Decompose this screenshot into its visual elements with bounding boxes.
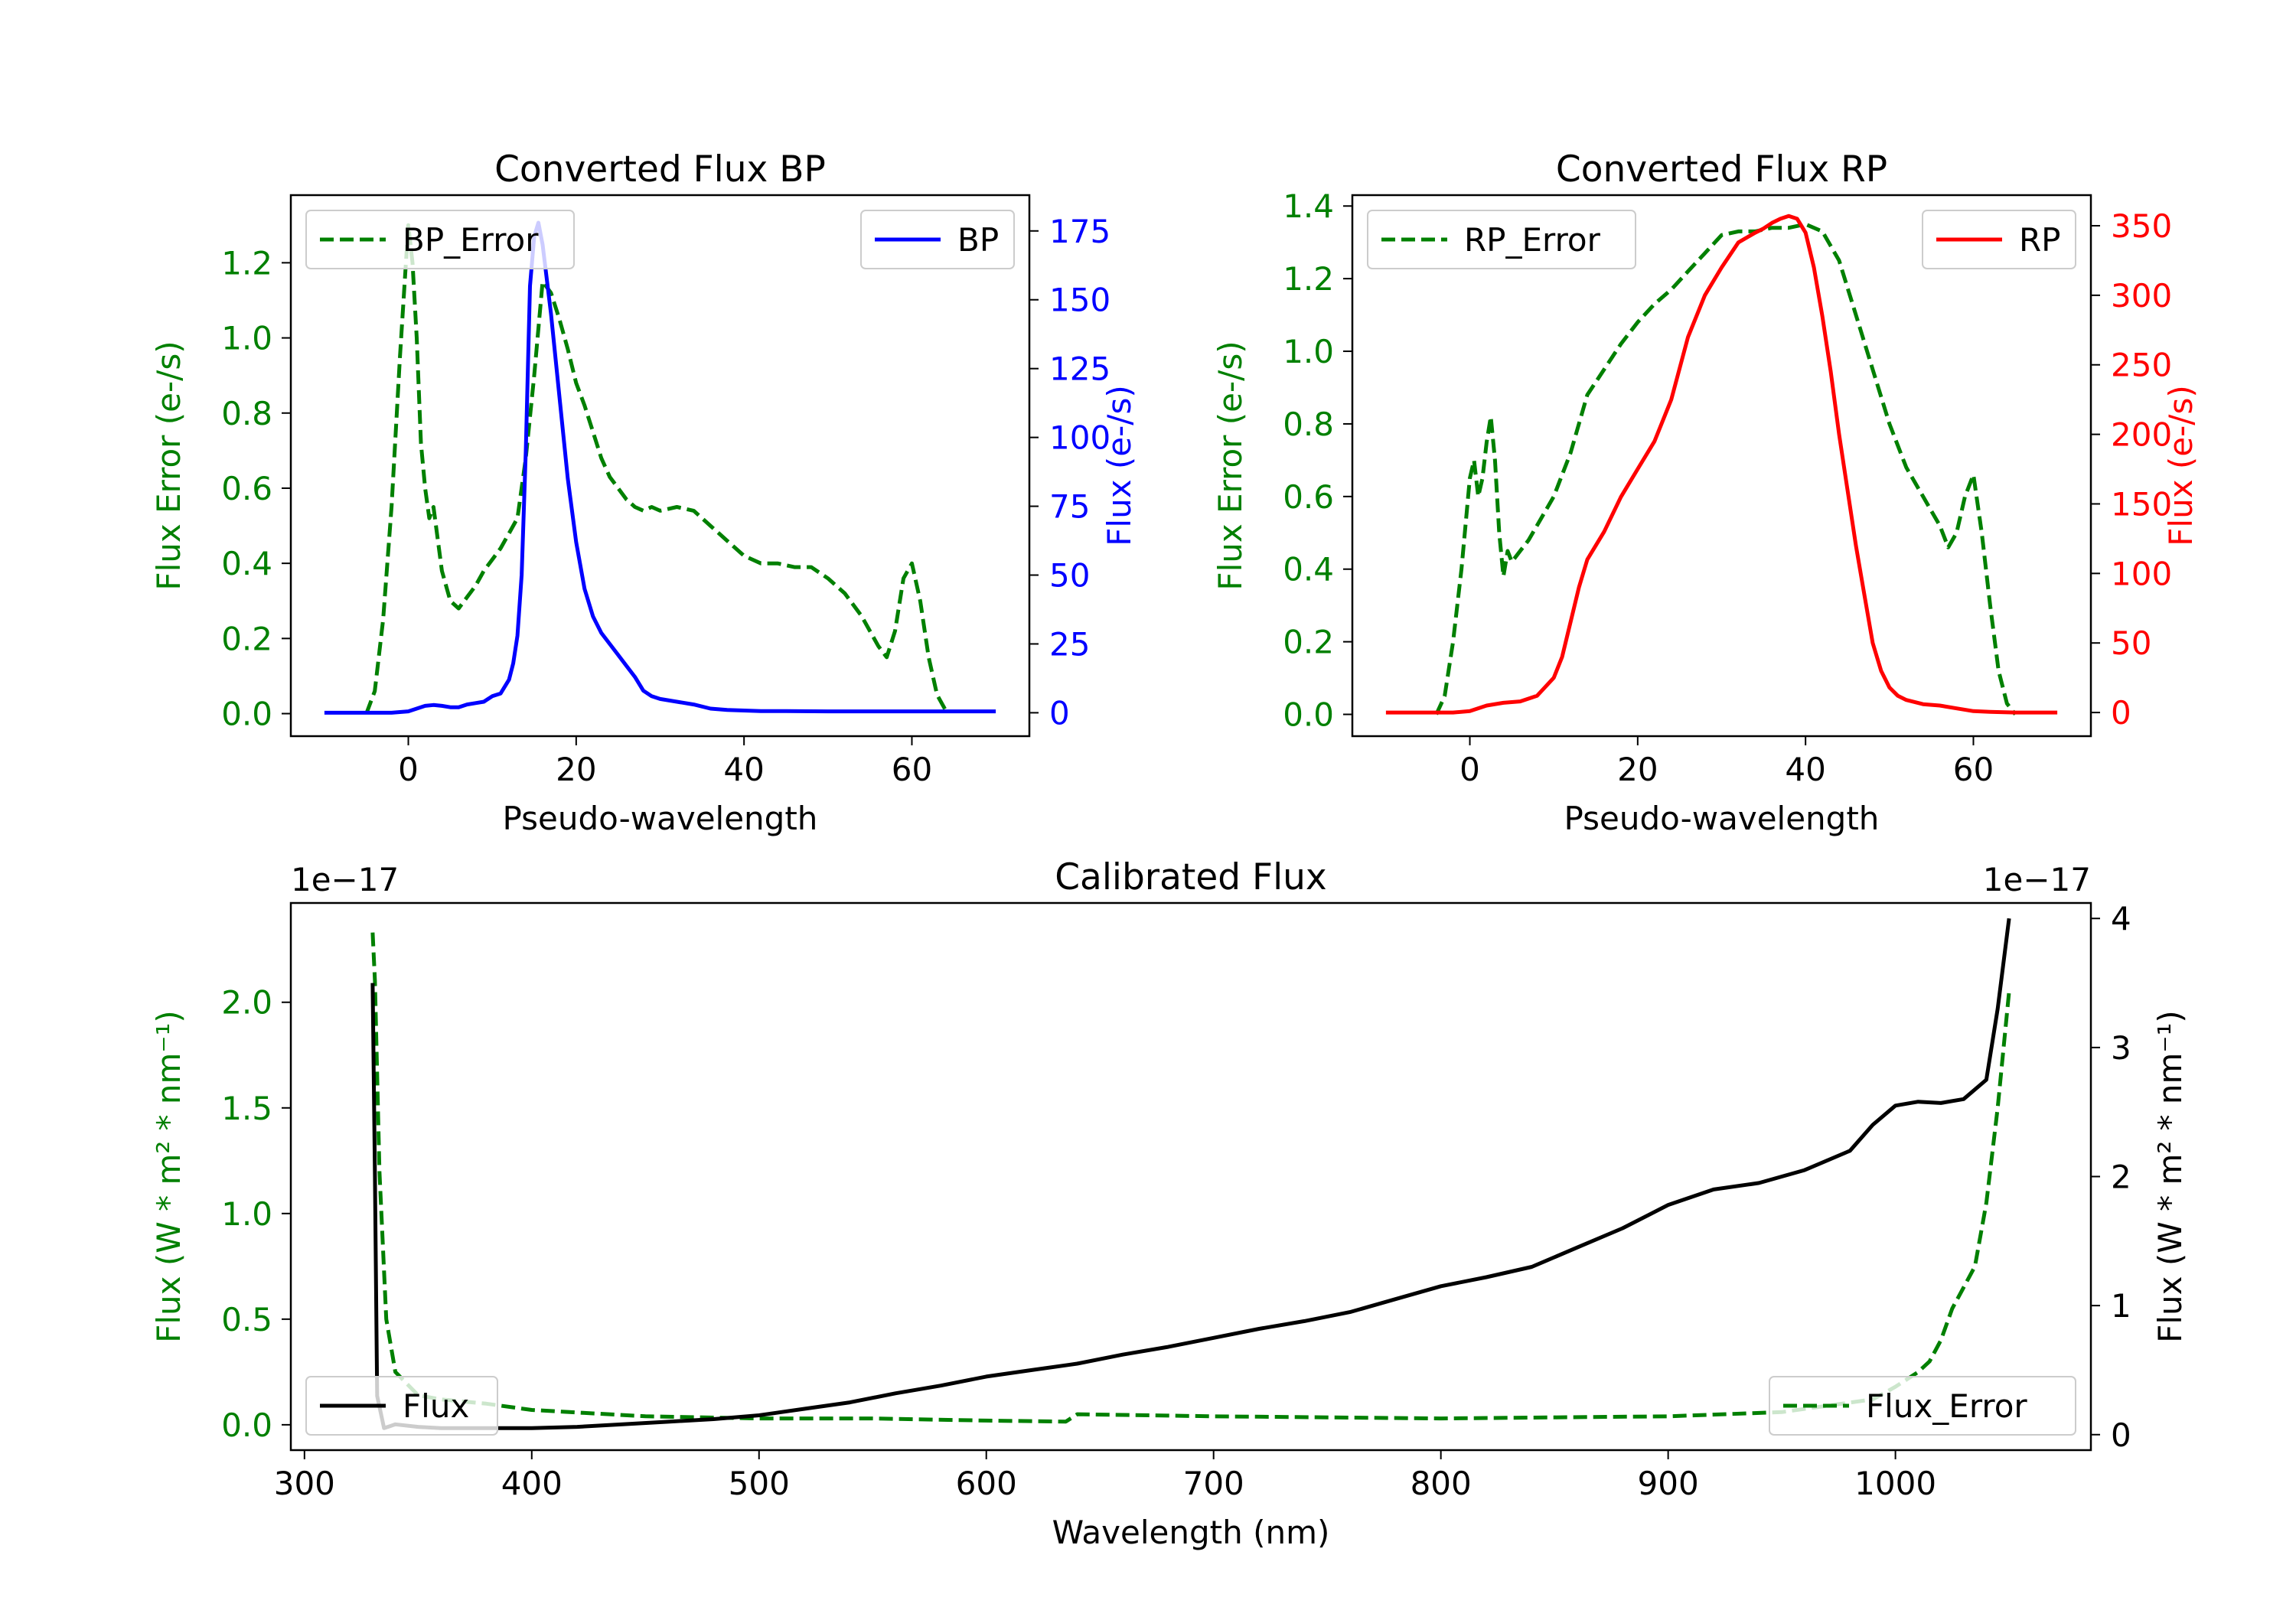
cal-y-right-tick-label: 2 (2111, 1159, 2131, 1196)
rp-y-right-tick-label: 350 (2111, 207, 2172, 245)
bp-y-left-tick-label: 0.0 (221, 696, 272, 733)
cal-y-left-tick-label: 1.5 (221, 1090, 272, 1127)
bp-x-tick-label: 20 (556, 751, 596, 788)
cal-chart-title: Calibrated Flux (1055, 856, 1327, 898)
rp-y-right-axis-label: Flux (e-/s) (2162, 385, 2200, 546)
cal-x-axis-label: Wavelength (nm) (1052, 1514, 1330, 1551)
rp-x-axis-label: Pseudo-wavelength (1564, 800, 1880, 837)
cal-legend-left-label: Flux (403, 1387, 469, 1425)
cal-y-right-tick-label: 3 (2111, 1029, 2131, 1067)
rp-legend-left-box (1367, 210, 1636, 269)
bp-x-tick-label: 0 (398, 751, 419, 788)
rp-y-left-tick-label: 1.0 (1283, 333, 1334, 370)
bp-y-left-axis-label: Flux Error (e-/s) (150, 341, 188, 590)
cal-y-right-tick-label: 0 (2111, 1416, 2131, 1454)
cal-legend-right-box (1769, 1376, 2076, 1436)
rp-chart-title: Converted Flux RP (1556, 148, 1887, 191)
cal-legend-left-box (305, 1376, 498, 1436)
bp-y-right-tick-label: 75 (1049, 488, 1090, 526)
bp-legend-left-label: BP_Error (403, 221, 539, 259)
bp-y-right-tick-label: 125 (1049, 350, 1110, 388)
rp-legend-right-label: RP (2019, 221, 2061, 259)
rp-series-rp-error (1434, 222, 2017, 716)
bp-axes-frame (289, 194, 1031, 738)
cal-x-tick-label: 400 (501, 1465, 563, 1502)
bp-x-axis-label: Pseudo-wavelength (503, 800, 818, 837)
cal-y-left-tick-label: 2.0 (221, 984, 272, 1022)
cal-y-right-axis-label: Flux (W * m² * nm⁻¹) (2151, 1010, 2189, 1343)
cal-y-left-tick-label: 0.5 (221, 1301, 272, 1338)
rp-y-right-tick-label: 100 (2111, 555, 2172, 592)
bp-y-left-tick-label: 0.2 (221, 620, 272, 657)
rp-y-right-tick-label: 50 (2111, 624, 2151, 662)
cal-x-tick-label: 900 (1638, 1465, 1699, 1502)
cal-offset-right: 1e−17 (1983, 861, 2091, 898)
rp-x-tick-label: 60 (1953, 751, 1994, 788)
bp-y-right-tick-label: 25 (1049, 625, 1090, 663)
rp-y-right-tick-label: 300 (2111, 277, 2172, 315)
cal-x-tick-label: 300 (274, 1465, 335, 1502)
cal-y-right-tick-label: 4 (2111, 900, 2131, 937)
rp-y-left-tick-label: 1.4 (1283, 187, 1334, 225)
rp-axes-frame (1351, 194, 2092, 738)
cal-x-tick-label: 700 (1183, 1465, 1244, 1502)
bp-y-left-tick-label: 0.4 (221, 545, 272, 582)
bp-series-bp (324, 220, 996, 715)
cal-series-flux (370, 918, 2011, 1430)
bp-y-right-tick-label: 0 (1049, 694, 1070, 732)
rp-y-right-tick-label: 200 (2111, 416, 2172, 454)
bp-x-tick-label: 60 (892, 751, 932, 788)
cal-x-tick-label: 500 (729, 1465, 790, 1502)
bp-legend-left-box (305, 210, 575, 269)
rp-series-rp (1385, 214, 2058, 715)
cal-y-right-tick-label: 1 (2111, 1287, 2131, 1325)
rp-y-right-tick-label: 0 (2111, 694, 2131, 732)
bp-legend-right-label: BP (957, 221, 999, 259)
rp-y-left-tick-label: 0.6 (1283, 478, 1334, 516)
rp-x-tick-label: 20 (1617, 751, 1658, 788)
rp-legend-left-label: RP_Error (1464, 221, 1601, 259)
cal-x-tick-label: 800 (1411, 1465, 1472, 1502)
bp-y-right-axis-label: Flux (e-/s) (1101, 385, 1138, 546)
rp-x-tick-label: 0 (1459, 751, 1480, 788)
bp-y-left-tick-label: 0.6 (221, 470, 272, 507)
cal-y-left-tick-label: 0.0 (221, 1407, 272, 1444)
rp-y-left-tick-label: 0.4 (1283, 551, 1334, 588)
bp-x-tick-label: 40 (723, 751, 764, 788)
bp-y-right-tick-label: 150 (1049, 282, 1110, 319)
cal-legend-right-label: Flux_Error (1866, 1387, 2027, 1425)
bp-chart-title: Converted Flux BP (494, 148, 826, 191)
cal-y-left-tick-label: 1.0 (221, 1195, 272, 1233)
rp-y-left-tick-label: 0.8 (1283, 406, 1334, 443)
rp-y-left-tick-label: 1.2 (1283, 260, 1334, 298)
rp-y-left-tick-label: 0.0 (1283, 696, 1334, 734)
rp-x-tick-label: 40 (1785, 751, 1825, 788)
cal-x-tick-label: 600 (956, 1465, 1017, 1502)
cal-offset-left: 1e−17 (291, 861, 399, 898)
cal-x-tick-label: 1000 (1854, 1465, 1936, 1502)
bp-y-left-tick-label: 0.8 (221, 395, 272, 432)
rp-y-right-tick-label: 150 (2111, 485, 2172, 523)
bp-series-bp-error (364, 223, 947, 715)
bp-y-right-tick-label: 100 (1049, 419, 1110, 457)
bp-y-left-tick-label: 1.2 (221, 244, 272, 282)
rp-y-right-tick-label: 250 (2111, 347, 2172, 384)
bp-y-right-tick-label: 175 (1049, 213, 1110, 250)
bp-y-right-tick-label: 50 (1049, 557, 1090, 595)
rp-y-left-tick-label: 0.2 (1283, 624, 1334, 661)
rp-y-left-axis-label: Flux Error (e-/s) (1212, 341, 1249, 590)
cal-y-left-axis-label: Flux (W * m² * nm⁻¹) (150, 1010, 188, 1343)
bp-y-left-tick-label: 1.0 (221, 320, 272, 357)
